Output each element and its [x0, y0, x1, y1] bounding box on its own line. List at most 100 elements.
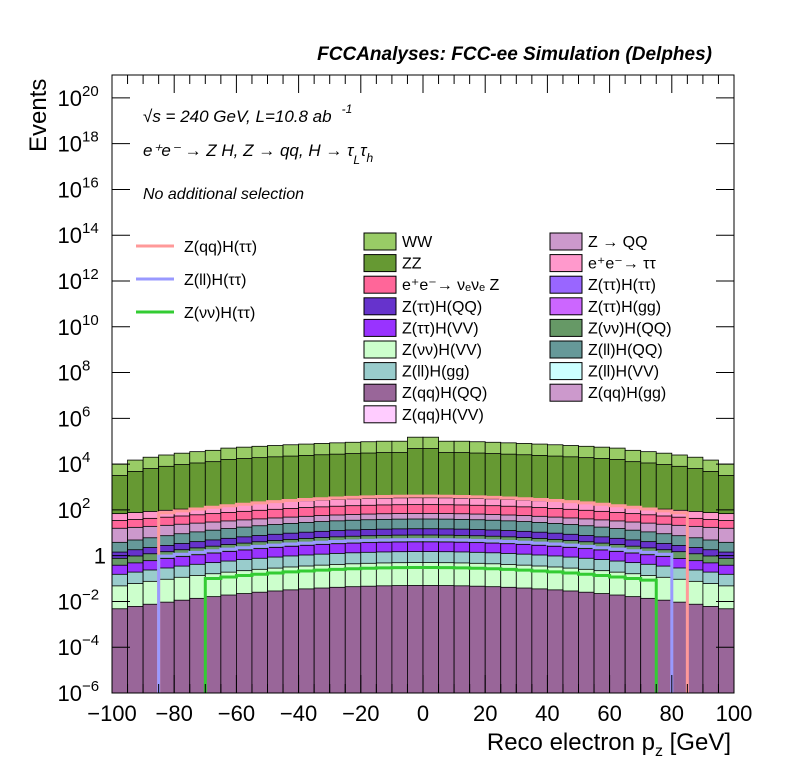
- x-tick-label: 100: [716, 701, 753, 726]
- y-tick-label: 10: [58, 269, 82, 294]
- y-tick-exponent: 6: [82, 403, 90, 420]
- legend-swatch: [363, 362, 397, 381]
- stack-bar: [547, 589, 564, 693]
- annotation-process-sub1: L: [353, 153, 360, 167]
- y-tick-exponent: −6: [82, 678, 99, 695]
- y-tick-exponent: 8: [82, 358, 90, 375]
- legend-swatch: [549, 340, 583, 359]
- y-tick-label: 1: [94, 544, 106, 569]
- signal-legend-label: Z(νν)H(ττ): [184, 305, 255, 322]
- background-legend-label: Z(νν)H(QQ): [588, 320, 672, 337]
- legend-swatch: [549, 362, 583, 381]
- background-legend-label: Z(ττ)H(gg): [588, 299, 661, 316]
- stack-bar: [251, 591, 268, 693]
- y-tick-exponent: 14: [82, 220, 99, 237]
- stack-bar: [267, 590, 284, 693]
- stack-bar: [515, 587, 533, 693]
- stack-bar: [235, 593, 253, 693]
- stack-bar: [375, 585, 393, 693]
- legend-swatch: [549, 275, 583, 294]
- stack-bar: [158, 601, 175, 693]
- background-legend-label: Z(qq)H(VV): [402, 407, 484, 424]
- legend-swatch: [363, 405, 397, 424]
- stack-bar: [298, 588, 315, 693]
- stack-bar: [329, 586, 346, 693]
- legend-swatch: [549, 254, 583, 273]
- y-tick-exponent: −2: [82, 586, 99, 603]
- background-legend-label: Z → QQ: [588, 234, 648, 251]
- background-legend-label: Z(ll)H(VV): [588, 364, 659, 381]
- stack-bar: [391, 585, 408, 693]
- chart-title: FCCAnalyses: FCC-ee Simulation (Delphes): [317, 44, 712, 65]
- stack-bar: [360, 585, 377, 693]
- signal-legend-label: Z(qq)H(ττ): [184, 239, 257, 256]
- stack-bar: [500, 586, 517, 693]
- x-tick-label: 20: [473, 701, 497, 726]
- y-tick-label: 10: [58, 177, 82, 202]
- stack-bar: [189, 597, 206, 693]
- legend-swatch: [363, 254, 397, 273]
- legend-swatch: [549, 383, 583, 402]
- background-legend-label: Z(ττ)H(QQ): [402, 299, 482, 316]
- y-tick-exponent: 20: [82, 83, 99, 100]
- legend-swatch: [363, 340, 397, 359]
- stack-bar: [718, 608, 734, 693]
- stack-bar: [671, 601, 688, 693]
- y-tick-exponent: 16: [82, 174, 99, 191]
- y-tick-label: 10: [58, 589, 82, 614]
- y-tick-exponent: 10: [82, 312, 99, 329]
- legend-swatch: [549, 318, 583, 337]
- y-tick-label: 10: [58, 86, 82, 111]
- legend-swatch: [549, 232, 583, 251]
- stack-bar: [173, 599, 191, 693]
- x-tick-label: 40: [535, 701, 559, 726]
- x-axis-label-unit: [GeV]: [663, 729, 731, 756]
- y-tick-label: 10: [58, 635, 82, 660]
- background-legend-label: Z(ll)H(QQ): [588, 342, 663, 359]
- x-axis-label-sub: z: [655, 743, 663, 760]
- annotation-energy-sup: -1: [342, 102, 353, 116]
- y-tick-label: 10: [58, 406, 82, 431]
- background-legend-label: Z(qq)H(gg): [588, 385, 666, 402]
- histogram-stack: [112, 436, 734, 693]
- y-tick-label: 10: [58, 223, 82, 248]
- y-axis-label: Events: [25, 79, 52, 152]
- signal-curves: [157, 494, 689, 693]
- y-tick-label: 10: [58, 498, 82, 523]
- stack-bar: [640, 597, 657, 693]
- annotation-energy-main: √s = 240 GeV, L=10.8 ab: [143, 107, 332, 126]
- annotation-process-main: e⁺e⁻ → Z H, Z → qq, H → τ: [143, 141, 355, 160]
- stack-bar: [469, 585, 486, 693]
- background-legend-label: Z(νν)H(VV): [402, 342, 482, 359]
- stack-bar: [204, 596, 222, 693]
- signal-legend-label: Z(ll)H(ττ): [184, 272, 246, 289]
- legend-swatch: [363, 275, 397, 294]
- stack-bar: [453, 585, 471, 693]
- signal-legend: Z(qq)H(ττ) Z(ll)H(ττ) Z(νν)H(ττ): [136, 239, 257, 322]
- stack-bar: [562, 590, 579, 693]
- x-axis-label-main: Reco electron p: [487, 729, 655, 756]
- x-tick-label: −20: [342, 701, 379, 726]
- stack-bar: [282, 589, 299, 693]
- y-tick-exponent: 2: [82, 495, 90, 512]
- x-tick-label: −40: [280, 701, 317, 726]
- x-tick-label: 80: [660, 701, 684, 726]
- stack-bar: [422, 585, 439, 693]
- background-legend-label: Z(qq)H(QQ): [402, 385, 487, 402]
- stack-bar: [578, 591, 595, 693]
- stack-bar: [142, 603, 160, 693]
- legend-swatch: [363, 383, 397, 402]
- stack-bar: [593, 593, 610, 693]
- legend-swatch: [363, 297, 397, 316]
- annotation-process-sub2: h: [366, 151, 373, 165]
- stack-bar: [112, 608, 128, 693]
- legend-swatch: [363, 318, 397, 337]
- background-legend: WW Z → QQ ZZ e⁺e⁻→ ττ e⁺e⁻→ νₑνₑ Z Z(ττ)H(ττ)…: [363, 232, 672, 424]
- signal-curve: [157, 494, 689, 693]
- x-tick-label: −100: [87, 701, 137, 726]
- annotation-energy: √s = 240 GeV, L=10.8 ab -1: [143, 102, 352, 126]
- background-legend-label: Z(ll)H(gg): [402, 364, 470, 381]
- stack-bar: [655, 599, 673, 693]
- stack-bar: [531, 588, 548, 693]
